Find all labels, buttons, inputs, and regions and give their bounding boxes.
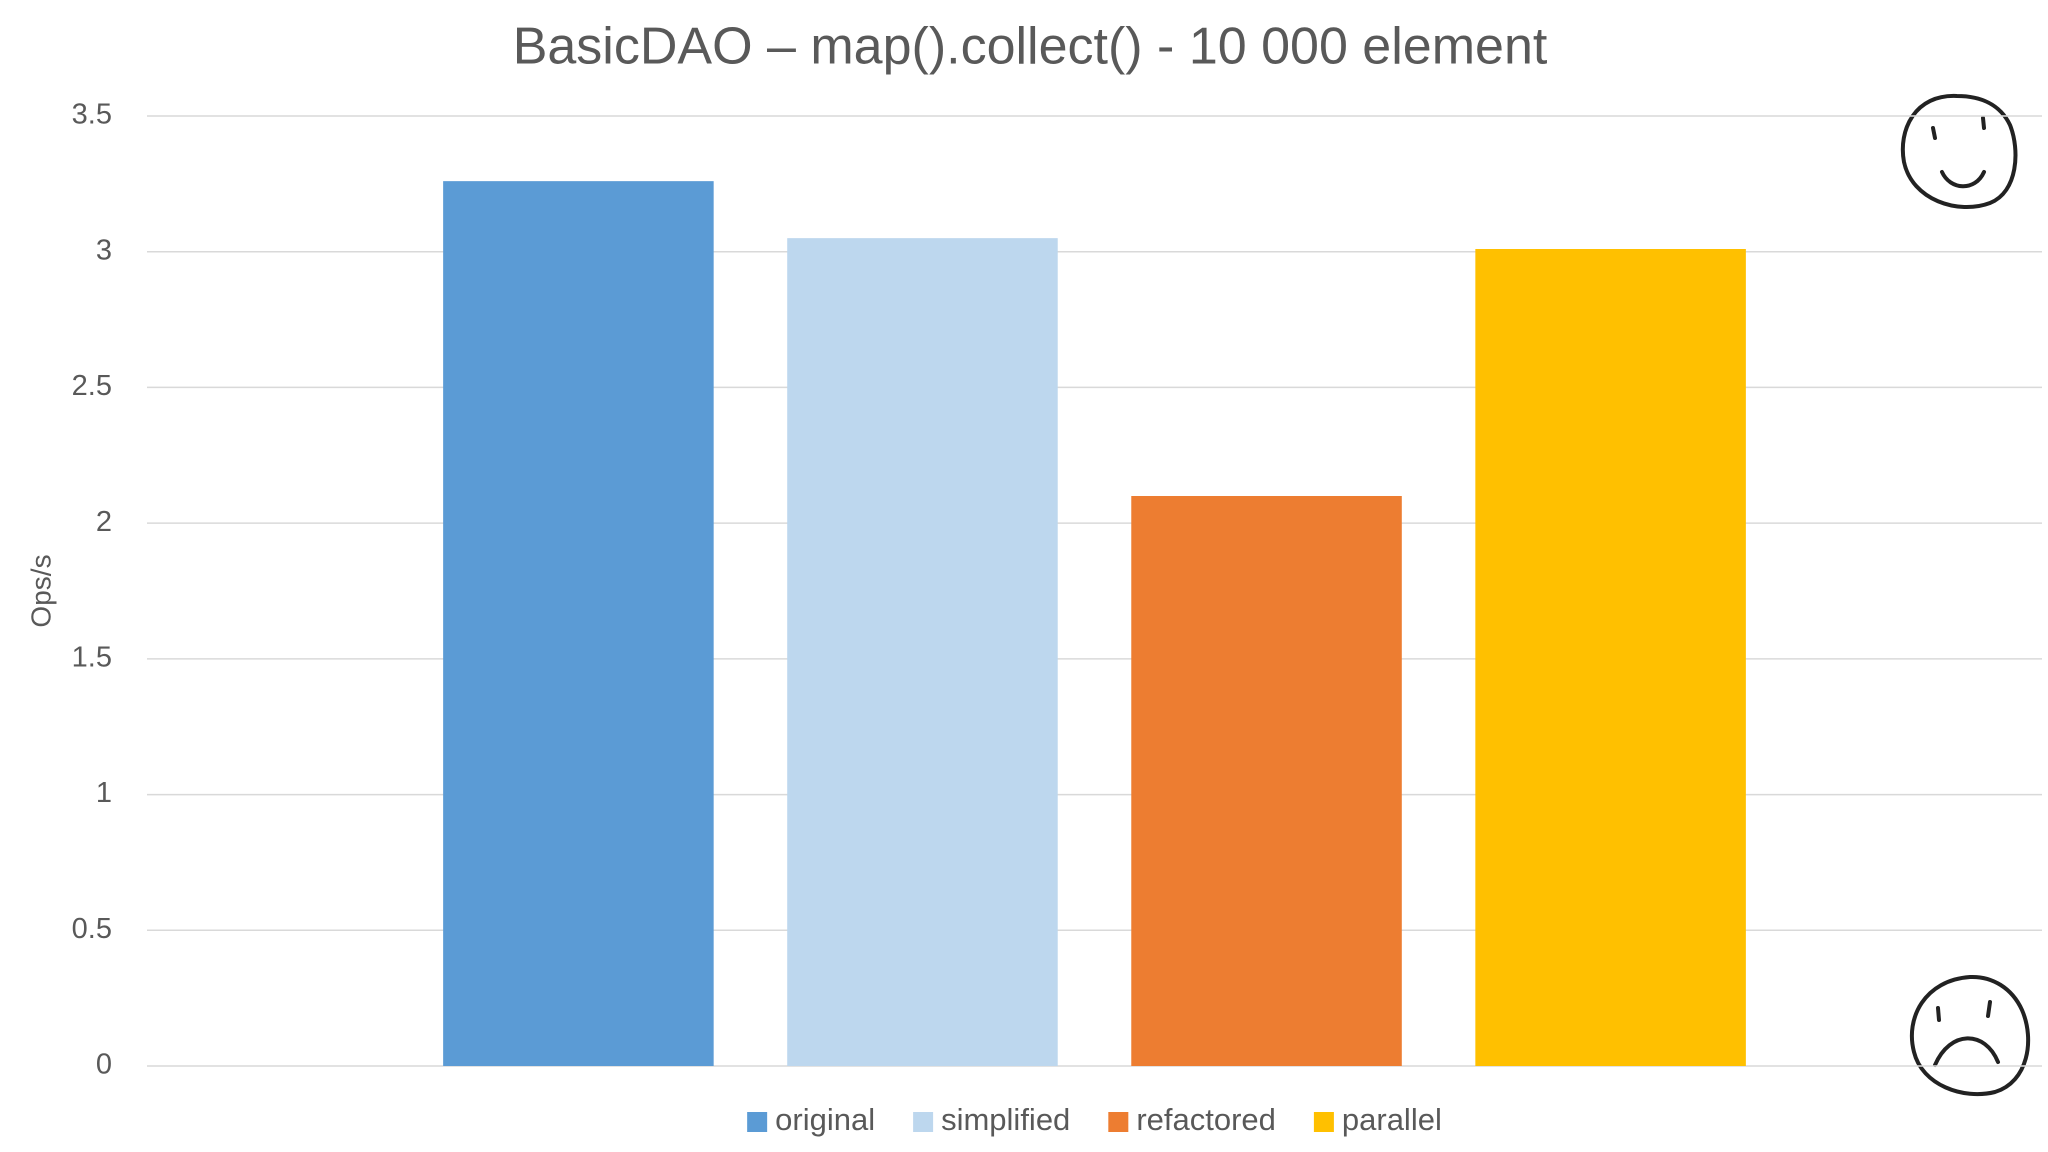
legend-swatch <box>1313 1112 1334 1132</box>
y-tick-label: 0.5 <box>72 913 112 945</box>
bar <box>787 238 1058 1067</box>
bar <box>1475 249 1746 1066</box>
sad-face <box>1909 974 2031 1097</box>
legend-swatch <box>913 1112 934 1132</box>
legend-swatch <box>1108 1112 1129 1132</box>
chart-title: BasicDAO – map().collect() - 10 000 elem… <box>513 18 1548 76</box>
legend-label: parallel <box>1342 1102 1442 1137</box>
y-tick-label: 3 <box>96 234 112 266</box>
bar <box>1131 496 1402 1066</box>
legend-label: simplified <box>941 1102 1070 1137</box>
y-tick-label: 2.5 <box>72 370 112 402</box>
legend-label: original <box>775 1102 875 1137</box>
bar <box>443 181 714 1067</box>
y-tick-label: 1 <box>96 777 112 809</box>
legend-label: refactored <box>1136 1102 1276 1137</box>
y-tick-label: 0 <box>96 1049 112 1081</box>
y-tick-label: 1.5 <box>72 642 112 674</box>
happy-face <box>1900 93 2018 209</box>
legend-swatch <box>747 1112 768 1132</box>
y-axis-title: Ops/s <box>25 554 56 627</box>
y-tick-label: 2 <box>96 506 112 538</box>
y-tick-label: 3.5 <box>72 99 112 131</box>
